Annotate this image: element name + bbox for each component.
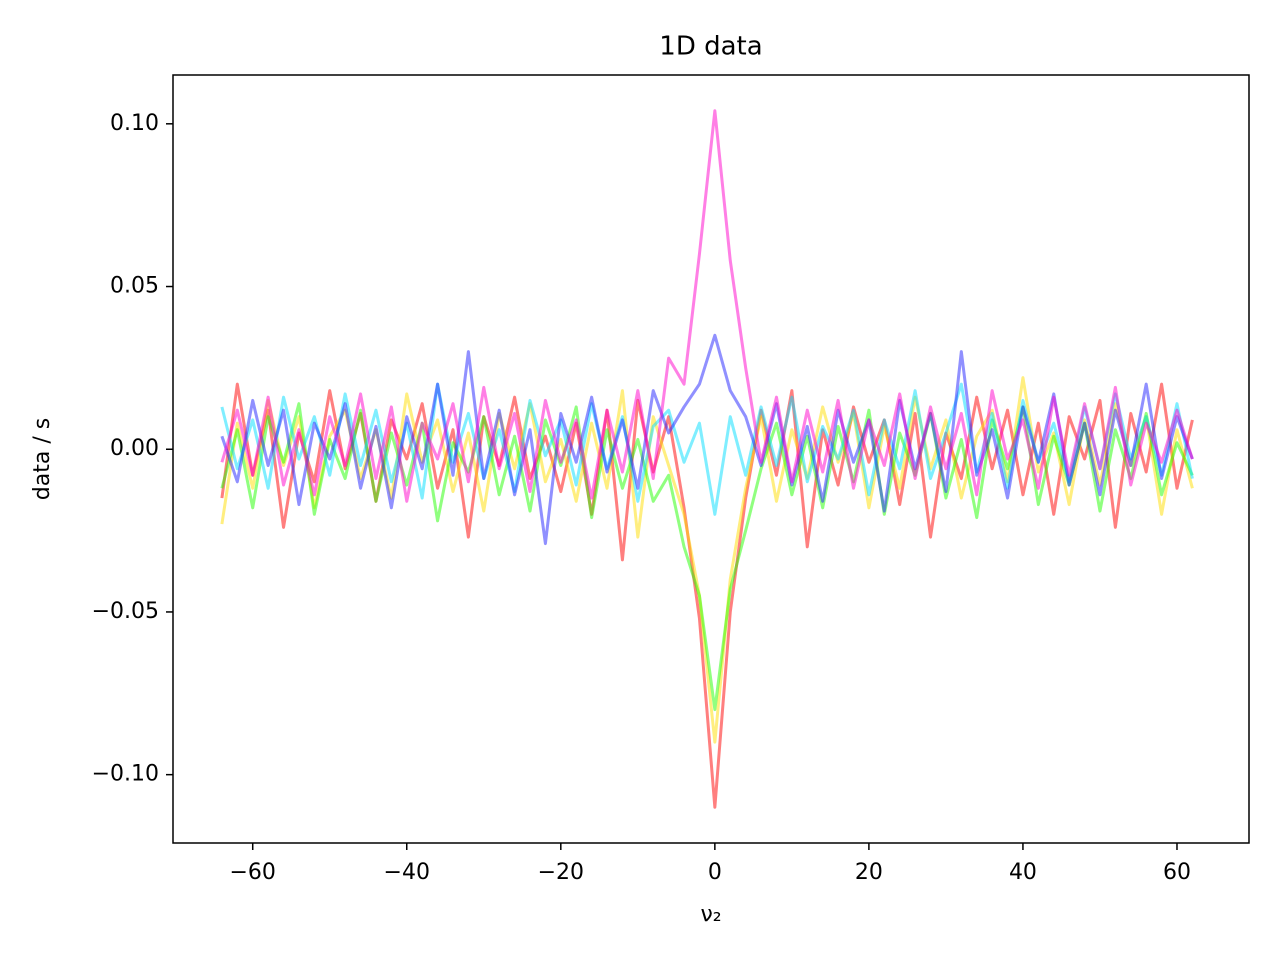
chart-title: 1D data bbox=[659, 32, 762, 62]
y-tick-label: 0.00 bbox=[110, 436, 159, 461]
x-axis-label: ν₂ bbox=[700, 902, 721, 927]
x-tick-label: −40 bbox=[384, 860, 430, 885]
y-tick-label: 0.05 bbox=[110, 274, 159, 299]
y-tick-label: −0.10 bbox=[92, 762, 159, 787]
x-tick-label: −20 bbox=[538, 860, 584, 885]
x-tick-label: 40 bbox=[1009, 860, 1037, 885]
x-tick-label: 0 bbox=[708, 860, 722, 885]
x-tick-label: −60 bbox=[229, 860, 275, 885]
plot-frame bbox=[172, 74, 1250, 844]
x-tick-label: 20 bbox=[855, 860, 883, 885]
data-line bbox=[220, 333, 1194, 546]
y-tick-label: 0.10 bbox=[110, 111, 159, 136]
x-tick-label: 60 bbox=[1163, 860, 1191, 885]
y-axis-label: data / s bbox=[30, 418, 55, 500]
y-tick-label: −0.05 bbox=[92, 599, 159, 624]
data-line bbox=[220, 109, 1194, 503]
